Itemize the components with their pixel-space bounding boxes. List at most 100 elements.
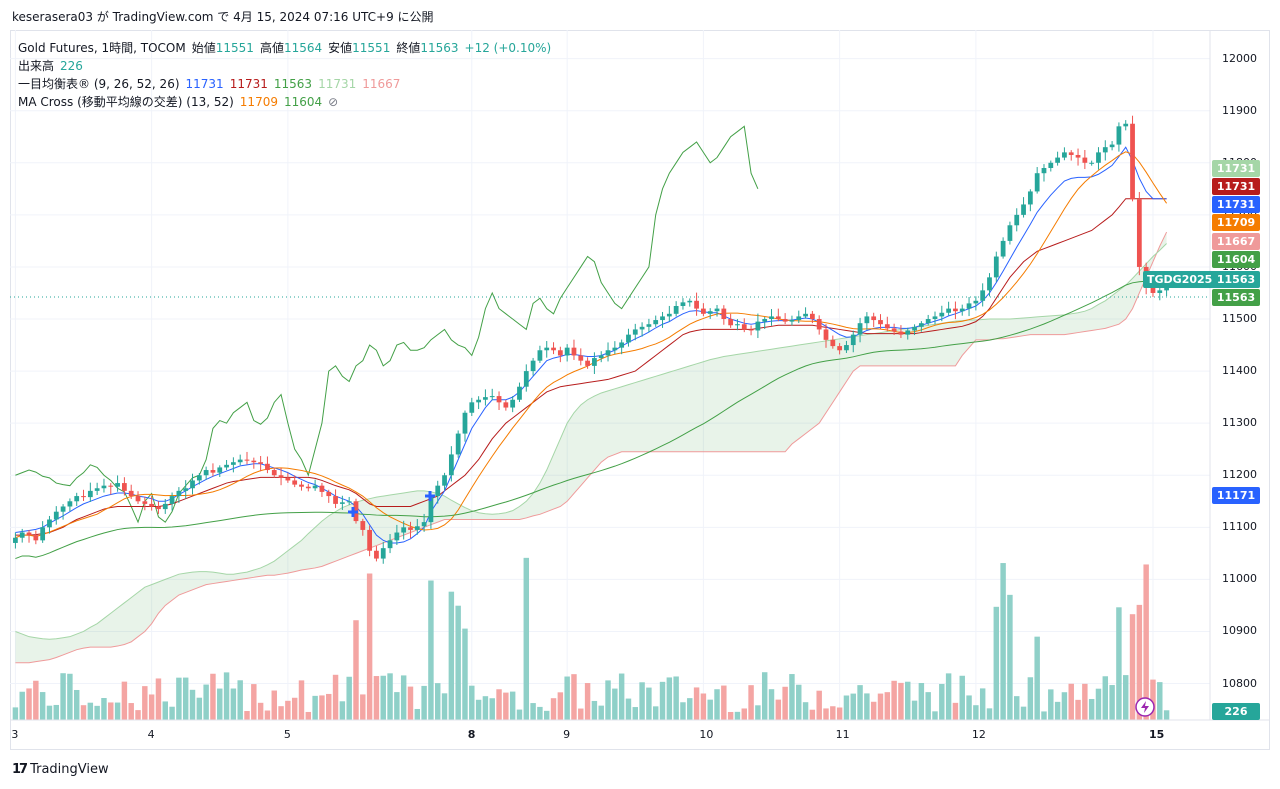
- candle: [251, 460, 257, 463]
- legend-low-label: 安値: [328, 41, 353, 55]
- cross-marker-1: [348, 507, 358, 517]
- volume-bar: [1048, 689, 1054, 720]
- volume-bar: [1116, 607, 1122, 720]
- volume-bar: [659, 681, 666, 720]
- candle: [592, 358, 597, 366]
- candle: [101, 485, 107, 489]
- candle: [203, 470, 209, 476]
- chikou-line: [15, 125, 759, 524]
- candle: [939, 312, 945, 317]
- candle: [789, 320, 795, 322]
- price-tick: 10900: [1222, 624, 1257, 638]
- legend-low: 11551: [352, 41, 391, 55]
- volume-bar: [707, 699, 713, 720]
- candle: [884, 324, 890, 329]
- price-tick: 12000: [1222, 51, 1257, 65]
- candle: [993, 256, 999, 278]
- legend-ma-row[interactable]: MA Cross (移動平均線の交差) (13, 52) 11709 11604 ⊘: [18, 93, 344, 110]
- price-tick: 10800: [1222, 676, 1257, 690]
- volume-bar: [475, 699, 482, 720]
- volume-bar: [1143, 564, 1149, 720]
- legend-span-b-value: 11667: [362, 77, 401, 91]
- legend-high: 11564: [283, 41, 323, 55]
- volume-bar: [353, 620, 359, 720]
- volume-bar: [802, 702, 809, 720]
- chart-frame[interactable]: [10, 30, 1270, 750]
- volume-bar: [768, 689, 775, 720]
- volume-bar: [830, 706, 836, 720]
- candle: [707, 311, 713, 314]
- legend-close-label: 終値: [396, 41, 421, 55]
- candle: [312, 485, 318, 489]
- candle: [1082, 157, 1088, 163]
- volume-bar: [462, 628, 468, 720]
- volume-bar: [407, 686, 414, 720]
- volume-bar: [264, 710, 271, 720]
- candle: [496, 396, 502, 403]
- legend-open: 11551: [215, 41, 254, 55]
- candle: [905, 330, 911, 335]
- footer: 17 TradingView: [12, 762, 109, 777]
- candle: [271, 470, 277, 476]
- volume-bar: [530, 703, 536, 720]
- candle: [47, 519, 52, 528]
- candle: [285, 477, 291, 481]
- volume-bar: [380, 675, 386, 720]
- legend-change: +12 (+0.10%): [464, 41, 552, 55]
- candle: [721, 308, 727, 320]
- volume-bar: [441, 693, 448, 720]
- candle: [660, 316, 665, 321]
- candle: [87, 490, 93, 498]
- candle: [741, 324, 747, 330]
- volume-bar: [782, 686, 788, 720]
- time-tick: 4: [147, 728, 155, 741]
- legend-ichimoku-row[interactable]: 一目均衡表® (9, 26, 52, 26) 11731 11731 11563 117…: [18, 75, 406, 92]
- ma-fast-line: [15, 151, 1168, 539]
- legend-volume-row[interactable]: 出来高 226: [18, 57, 89, 74]
- candle: [735, 324, 740, 326]
- candle: [476, 399, 481, 403]
- volume-bar: [1075, 699, 1081, 720]
- volume-bar: [12, 707, 19, 720]
- hidden-icon[interactable]: ⊘: [328, 95, 339, 109]
- candle: [1089, 162, 1095, 164]
- candle: [626, 334, 631, 343]
- candle: [523, 371, 529, 387]
- candle: [1130, 123, 1135, 200]
- candle: [551, 347, 556, 351]
- volume-bar: [993, 606, 1000, 720]
- candle: [510, 399, 516, 408]
- candle: [394, 532, 400, 541]
- candle: [646, 324, 652, 327]
- price-tick: 11000: [1222, 572, 1257, 586]
- volume-bar: [244, 711, 250, 720]
- candle: [176, 490, 182, 497]
- time-tick: 8: [467, 728, 476, 741]
- candle: [775, 316, 781, 320]
- volume-bar: [435, 683, 441, 720]
- candle: [762, 319, 768, 322]
- candle: [237, 459, 243, 463]
- candle: [435, 485, 441, 497]
- brand-name: TradingView: [30, 762, 109, 777]
- candle: [687, 300, 693, 303]
- volume-bar: [816, 690, 822, 720]
- volume-bar: [1102, 676, 1109, 720]
- legend-symbol[interactable]: Gold Futures, 1時間, TOCOM: [18, 41, 186, 55]
- volume-bar: [523, 557, 530, 720]
- legend-price-row[interactable]: Gold Futures, 1時間, TOCOM 始値11551 高値11564 安値…: [18, 39, 557, 56]
- volume-bars: [12, 557, 1170, 720]
- volume-bar: [312, 695, 318, 720]
- volume-bar: [591, 700, 598, 720]
- candle: [959, 308, 965, 312]
- volume-bar: [128, 703, 134, 720]
- volume-bar: [870, 701, 877, 720]
- volume-bar: [39, 692, 46, 720]
- candle: [169, 496, 175, 504]
- volume-bar: [537, 706, 543, 720]
- volume-bar: [618, 673, 625, 720]
- candle: [135, 496, 141, 502]
- volume-bar: [155, 678, 162, 720]
- volume-bar: [332, 674, 339, 720]
